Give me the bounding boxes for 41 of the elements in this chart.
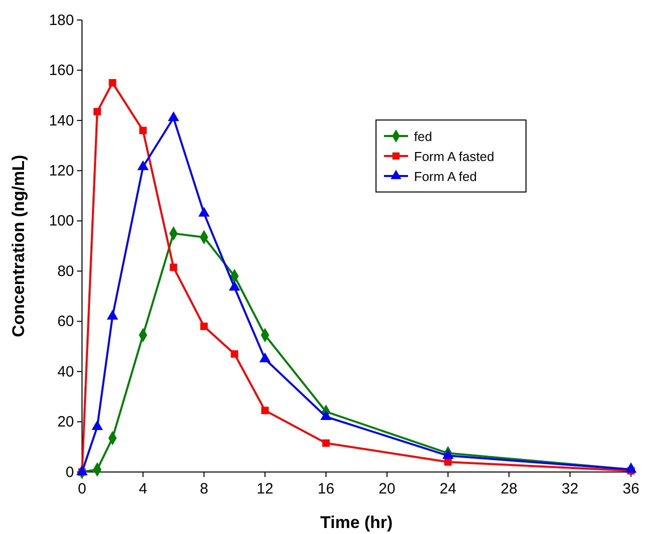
y-tick-label: 60 [57, 313, 74, 330]
y-tick-label: 20 [57, 414, 74, 431]
point [198, 206, 210, 217]
x-tick-label: 0 [78, 480, 86, 498]
x-tick-label: 32 [562, 480, 578, 498]
point [320, 410, 332, 420]
legend-label: Form A fed [414, 169, 477, 184]
point [442, 449, 454, 459]
y-axis-title: Concentration (ng/mL) [9, 154, 28, 338]
x-tick-label: 8 [200, 480, 208, 498]
point [137, 160, 149, 170]
y-tick-label: 120 [48, 162, 74, 180]
point [168, 111, 180, 122]
legend-label: fed [414, 129, 432, 144]
point [76, 465, 88, 476]
x-axis-title: Time (hr) [320, 513, 393, 532]
x-tick-label: 4 [138, 480, 148, 498]
point [108, 79, 116, 86]
x-tick-label: 16 [318, 480, 334, 498]
x-tick-label: 28 [500, 480, 518, 498]
y-tick-label: 140 [48, 112, 74, 130]
y-tick-label: 100 [48, 212, 74, 230]
point [322, 439, 330, 447]
point [625, 462, 637, 473]
point [94, 108, 101, 116]
point [170, 264, 178, 272]
y-tick-label: 40 [57, 363, 74, 380]
point [200, 322, 208, 330]
x-tick-label: 36 [622, 480, 640, 498]
y-tick-label: 0 [66, 464, 74, 481]
y-tick-label: 180 [48, 12, 74, 29]
y-tick-label: 160 [48, 62, 74, 80]
x-tick-label: 20 [378, 480, 396, 498]
legend-label: Form A fasted [414, 149, 494, 164]
x-tick-label: 12 [256, 480, 274, 498]
x-tick-label: 24 [440, 480, 456, 498]
point [92, 420, 103, 430]
point [259, 352, 271, 362]
point [228, 280, 240, 291]
point [106, 310, 118, 320]
y-tick-label: 80 [57, 262, 74, 280]
